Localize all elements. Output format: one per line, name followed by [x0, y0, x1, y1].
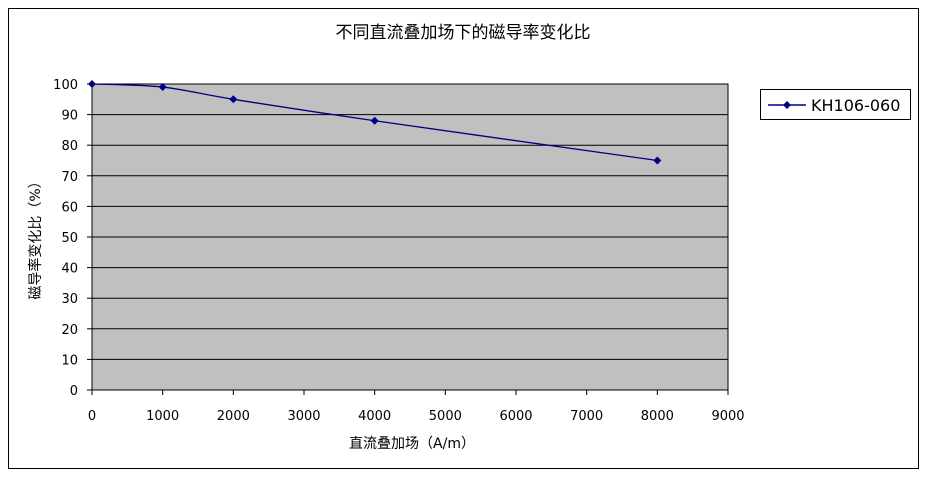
- y-tick-label: 50: [61, 231, 78, 246]
- x-tick-label: 8000: [641, 409, 674, 424]
- legend: KH106-060: [760, 89, 911, 120]
- x-tick-label: 0: [88, 409, 96, 424]
- y-tick-label: 70: [61, 170, 78, 185]
- x-tick-label: 4000: [358, 409, 391, 424]
- legend-marker: [783, 101, 791, 109]
- data-point: [653, 156, 662, 165]
- y-tick-label: 30: [61, 292, 78, 307]
- legend-label: KH106-060: [811, 96, 900, 115]
- x-tick-label: 3000: [287, 409, 320, 424]
- data-point: [158, 83, 167, 92]
- series-layer: [88, 80, 662, 165]
- x-tick-label: 9000: [711, 409, 744, 424]
- y-axis-ticks: 0 10 20 30 40 50 60 70 80 90 100: [53, 78, 92, 399]
- data-point: [370, 116, 379, 125]
- x-tick-label: 2000: [217, 409, 250, 424]
- data-point: [229, 95, 238, 104]
- x-tick-label: 1000: [146, 409, 179, 424]
- y-tick-label: 100: [53, 78, 78, 93]
- y-tick-label: 20: [61, 323, 78, 338]
- chart-title: 不同直流叠加场下的磁导率变化比: [336, 23, 591, 43]
- y-tick-label: 90: [61, 109, 78, 124]
- x-tick-label: 6000: [499, 409, 532, 424]
- y-tick-label: 0: [70, 384, 78, 399]
- x-tick-label: 5000: [429, 409, 462, 424]
- x-tick-label: 7000: [570, 409, 603, 424]
- gridlines: [92, 114, 728, 360]
- x-axis-label: 直流叠加场（A/m）: [349, 435, 475, 452]
- y-axis-label: 磁导率变化比（%）: [27, 174, 44, 299]
- y-tick-label: 10: [61, 353, 78, 368]
- y-tick-label: 40: [61, 262, 78, 277]
- series-line: [91, 83, 658, 162]
- data-point: [88, 80, 96, 88]
- y-tick-label: 80: [61, 139, 78, 154]
- x-axis-ticks: 0 1000 2000 3000 4000 5000 6000 7000 8000 9000: [88, 390, 745, 424]
- y-tick-label: 60: [61, 200, 78, 215]
